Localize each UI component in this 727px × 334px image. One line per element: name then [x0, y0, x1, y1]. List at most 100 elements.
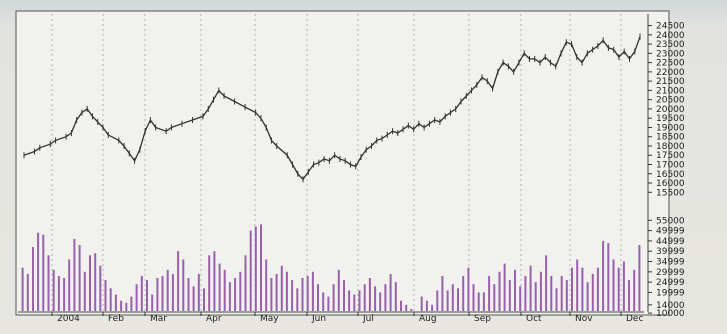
volume-bar — [519, 286, 522, 311]
volume-bar — [353, 294, 356, 311]
price-tick-label: 16000 — [656, 179, 685, 189]
price-tick-label: 15500 — [656, 188, 685, 198]
volume-bar — [83, 271, 86, 311]
volume-bar — [52, 269, 55, 311]
volume-bar — [203, 288, 205, 311]
price-tick-label: 17500 — [656, 151, 685, 161]
volume-bar — [135, 284, 138, 311]
volume-bar — [498, 271, 501, 311]
volume-tick-label: 29999 — [656, 268, 685, 278]
volume-bar — [405, 304, 408, 311]
volume-bar — [374, 286, 377, 311]
volume-bar — [576, 259, 579, 311]
volume-bar — [114, 294, 117, 311]
price-tick-label: 18500 — [656, 133, 685, 143]
month-label: Dec — [626, 314, 643, 324]
volume-bar — [477, 292, 480, 311]
volume-bar — [239, 271, 242, 311]
volume-tick-label: 44999 — [656, 237, 685, 247]
volume-bar — [197, 273, 200, 311]
volume-tick-label: 34999 — [656, 258, 685, 268]
volume-bar — [306, 276, 309, 311]
volume-bar — [565, 280, 568, 311]
price-series — [23, 33, 641, 183]
volume-bar — [472, 284, 475, 311]
volume-bar — [57, 276, 60, 311]
price-tick-label: 19000 — [656, 123, 685, 133]
volume-axis: 5500049999449993999934999299992499919999… — [648, 216, 685, 319]
volume-bar — [503, 263, 506, 311]
volume-tick-label: 19999 — [656, 288, 685, 298]
month-label: 2004 — [57, 314, 80, 324]
volume-bar — [586, 282, 589, 311]
volume-bar — [524, 276, 527, 311]
volume-bar — [68, 259, 71, 311]
volume-bar — [488, 276, 491, 311]
volume-bar — [379, 292, 382, 311]
month-label: Mar — [150, 314, 167, 324]
volume-tick-label: 49999 — [656, 227, 685, 237]
volume-bar — [42, 234, 45, 311]
volume-bar — [260, 224, 262, 311]
volume-bar — [213, 251, 216, 311]
volume-tick-label: 55000 — [656, 216, 685, 226]
volume-bar — [104, 280, 107, 311]
price-tick-label: 18000 — [656, 142, 685, 152]
volume-bar — [633, 269, 636, 311]
volume-bar — [638, 245, 641, 311]
price-tick-label: 23000 — [656, 49, 685, 59]
volume-bar — [337, 269, 340, 311]
volume-bar — [529, 265, 532, 311]
volume-bar — [607, 243, 610, 311]
volume-bar — [280, 265, 283, 311]
price-tick-label: 21500 — [656, 77, 685, 87]
price-tick-label: 23500 — [656, 40, 685, 50]
volume-bar — [436, 290, 439, 311]
volume-bar — [73, 238, 76, 311]
volume-bar — [545, 255, 548, 311]
price-axis: 2450024000235002300022500220002150021000… — [647, 14, 685, 312]
volume-bar — [514, 269, 516, 311]
price-tick-label: 24000 — [656, 31, 685, 41]
volume-bar — [343, 280, 345, 311]
volume-bar — [358, 290, 361, 311]
volume-bar — [431, 304, 434, 311]
volume-bar — [446, 290, 449, 311]
month-label: Feb — [108, 314, 124, 324]
volume-bar — [285, 271, 288, 311]
volume-bar — [560, 276, 563, 311]
volume-bar — [571, 267, 573, 311]
month-label: Jun — [311, 314, 326, 324]
volume-bar — [223, 269, 226, 311]
volume-bar — [37, 232, 40, 311]
price-tick-label: 20500 — [656, 96, 685, 106]
volume-bar — [182, 259, 185, 311]
price-tick-label: 17000 — [656, 161, 685, 171]
volume-bar — [140, 276, 143, 311]
volume-bar — [275, 273, 278, 311]
month-label: Sep — [474, 314, 491, 324]
volume-bar — [156, 278, 159, 311]
month-label: Oct — [526, 314, 542, 324]
volume-tick-label: 24999 — [656, 278, 685, 288]
volume-bar — [270, 278, 273, 311]
volume-bar — [348, 290, 351, 311]
volume-bar — [301, 278, 304, 311]
volume-bar — [228, 282, 231, 311]
volume-bar — [130, 296, 133, 311]
price-tick-label: 21000 — [656, 86, 685, 96]
month-label: Aug — [419, 314, 437, 324]
price-tick-label: 24500 — [656, 22, 685, 32]
volume-bar — [322, 292, 325, 311]
volume-bar — [146, 280, 148, 311]
volume-bar — [534, 282, 537, 311]
volume-bar — [151, 294, 154, 311]
volume-bar — [234, 278, 237, 311]
volume-bar — [462, 276, 465, 311]
price-line — [23, 36, 641, 181]
volume-bar — [394, 282, 397, 311]
volume-bar — [441, 276, 444, 311]
volume-bar — [249, 230, 252, 311]
volume-bar — [296, 288, 299, 311]
volume-bar — [327, 296, 330, 311]
